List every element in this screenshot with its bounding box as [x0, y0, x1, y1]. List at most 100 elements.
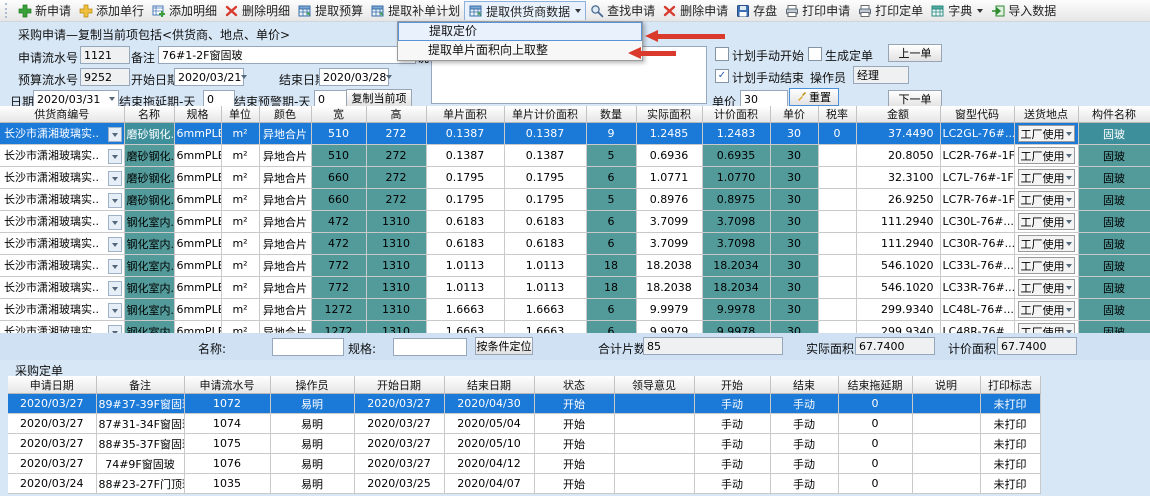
- column-header[interactable]: 宽: [311, 106, 367, 123]
- table-row[interactable]: 长沙市潇湘玻璃实..磨砂钢化..6mmPLE..m²异地合片5102720.13…: [0, 122, 1150, 145]
- gen-order-checkbox[interactable]: [808, 47, 822, 61]
- toolbar-button[interactable]: 删除明细: [221, 2, 294, 20]
- column-header[interactable]: 税率: [818, 106, 857, 123]
- locate-button[interactable]: 按条件定位: [475, 337, 533, 355]
- apply-no-input[interactable]: [80, 46, 130, 64]
- delivery-location-dropdown[interactable]: 工厂使用: [1017, 125, 1075, 142]
- table-row[interactable]: 长沙市潇湘玻璃实..钢化室内..6mmPLE..m²异地合片77213101.0…: [0, 276, 1150, 299]
- end-date-combo[interactable]: 2020/03/28: [319, 68, 393, 86]
- table-row[interactable]: 长沙市潇湘玻璃实..磨砂钢化..6mmPLE..m²异地合片6602720.17…: [0, 188, 1150, 211]
- column-header[interactable]: 领导意见: [614, 376, 695, 394]
- menu-item[interactable]: 提取单片面积向上取整: [428, 43, 549, 57]
- warn-input[interactable]: [314, 90, 348, 108]
- table-row[interactable]: 长沙市潇湘玻璃实..钢化室内..6mmPLE..m²异地合片47213100.6…: [0, 210, 1150, 233]
- supplier-dropdown[interactable]: [107, 127, 122, 142]
- column-header[interactable]: 结束日期: [444, 376, 535, 394]
- reset-button[interactable]: 重置: [789, 88, 839, 106]
- toolbar-button[interactable]: 新申请: [14, 2, 75, 20]
- toolbar-button[interactable]: 删除申请: [659, 2, 732, 20]
- supplier-dropdown[interactable]: [107, 237, 122, 252]
- toolbar-button[interactable]: 提取补单计划: [367, 2, 464, 20]
- table-row[interactable]: 2020/03/24 88#23-27F门顶玻 1035 易明 2020/03/25 20…: [8, 473, 1041, 494]
- column-header[interactable]: 名称: [124, 106, 175, 123]
- column-header[interactable]: 打印标志: [980, 376, 1041, 394]
- column-header[interactable]: 金额: [856, 106, 941, 123]
- delivery-location-dropdown[interactable]: 工厂使用: [1017, 213, 1075, 230]
- column-header[interactable]: 说明: [912, 376, 981, 394]
- table-row[interactable]: 2020/03/27 88#35-37F窗固玻 1075 易明 2020/03/27 20…: [8, 433, 1041, 454]
- column-header[interactable]: 构件名称: [1078, 106, 1150, 123]
- delivery-location-dropdown[interactable]: 工厂使用: [1017, 147, 1075, 164]
- column-header[interactable]: 状态: [534, 376, 615, 394]
- column-header[interactable]: 操作员: [270, 376, 355, 394]
- toolbar-button[interactable]: 字典: [927, 2, 987, 20]
- toolbar-button[interactable]: 提取预算: [294, 2, 367, 20]
- toolbar-button[interactable]: 打印申请: [781, 2, 854, 20]
- table-row[interactable]: 2020/03/27 74#9F窗固玻 1076 易明 2020/03/27 2020/0…: [8, 453, 1041, 474]
- menu-item[interactable]: 提取定价: [398, 22, 642, 41]
- table-row[interactable]: 长沙市潇湘玻璃实..钢化室内..6mmPLE..m²异地合片47213100.6…: [0, 232, 1150, 255]
- delivery-location-dropdown[interactable]: 工厂使用: [1017, 169, 1075, 186]
- column-header[interactable]: 备注: [96, 376, 185, 394]
- delivery-location-dropdown[interactable]: 工厂使用: [1017, 191, 1075, 208]
- table-row[interactable]: 2020/03/27 89#37-39F窗固玻 1072 易明 2020/03/27 20…: [8, 393, 1041, 414]
- manual-end-checkbox[interactable]: ✓: [715, 69, 729, 83]
- column-header[interactable]: 单位: [221, 106, 260, 123]
- supplier-dropdown[interactable]: [107, 215, 122, 230]
- operator-input[interactable]: [853, 66, 909, 84]
- column-header[interactable]: 计价面积: [702, 106, 771, 123]
- locate-name-input[interactable]: [272, 338, 344, 356]
- supplier-dropdown[interactable]: [107, 193, 122, 208]
- column-header[interactable]: 窗型代码: [940, 106, 1015, 123]
- delivery-location-dropdown[interactable]: 工厂使用: [1017, 235, 1075, 252]
- budget-no-input[interactable]: [80, 68, 130, 86]
- start-date-combo[interactable]: 2020/03/21: [174, 68, 248, 86]
- column-header[interactable]: 结束拖延期: [838, 376, 913, 394]
- locate-spec-input[interactable]: [393, 338, 467, 356]
- delivery-location-dropdown[interactable]: 工厂使用: [1017, 257, 1075, 274]
- column-header[interactable]: 颜色: [259, 106, 312, 123]
- toolbar-button[interactable]: 查找申请: [586, 2, 659, 20]
- column-header[interactable]: 高: [366, 106, 427, 123]
- supplier-dropdown[interactable]: [107, 149, 122, 164]
- column-header[interactable]: 申请流水号: [184, 376, 271, 394]
- column-header[interactable]: 规格: [174, 106, 222, 123]
- column-header[interactable]: 实际面积: [636, 106, 703, 123]
- column-header[interactable]: 开始: [694, 376, 771, 394]
- remark-input[interactable]: [158, 46, 416, 64]
- cell: 6: [586, 298, 637, 321]
- column-header[interactable]: 结束: [770, 376, 839, 394]
- prev-order-button[interactable]: 上一单: [888, 44, 942, 62]
- column-header[interactable]: 数量: [586, 106, 637, 123]
- table-row[interactable]: 长沙市潇湘玻璃实..钢化室内..6mmPLE..m²异地合片77213101.0…: [0, 254, 1150, 277]
- table-row[interactable]: 2020/03/27 87#31-34F窗固玻 1074 易明 2020/03/27 20…: [8, 413, 1041, 434]
- delivery-location-dropdown[interactable]: 工厂使用: [1017, 301, 1075, 318]
- table-row[interactable]: 长沙市潇湘玻璃实..钢化室内..6mmPLE..m²异地合片127213101.…: [0, 298, 1150, 321]
- column-header[interactable]: 单价: [770, 106, 819, 123]
- column-header[interactable]: 单片计价面积: [504, 106, 587, 123]
- toolbar-button[interactable]: 存盘: [732, 2, 781, 20]
- supplier-dropdown[interactable]: [107, 171, 122, 186]
- delay-input[interactable]: [203, 90, 235, 108]
- copy-current-button[interactable]: 复制当前项: [346, 89, 412, 107]
- end-date-value: 2020/03/28: [323, 70, 387, 84]
- table-row[interactable]: 长沙市潇湘玻璃实..磨砂钢化..6mmPLE..m²异地合片5102720.13…: [0, 144, 1150, 167]
- toolbar-button[interactable]: 打印定单: [854, 2, 927, 20]
- toolbar-grip[interactable]: [5, 3, 10, 18]
- toolbar-button[interactable]: 添加明细: [148, 2, 221, 20]
- table-row[interactable]: 长沙市潇湘玻璃实..磨砂钢化..6mmPLE..m²异地合片6602720.17…: [0, 166, 1150, 189]
- delivery-location-dropdown[interactable]: 工厂使用: [1017, 279, 1075, 296]
- column-header[interactable]: 开始日期: [354, 376, 445, 394]
- column-header[interactable]: 申请日期: [8, 376, 97, 394]
- cell: 手动: [770, 473, 839, 494]
- supplier-dropdown[interactable]: [107, 281, 122, 296]
- toolbar-button[interactable]: 提取供货商数据: [464, 1, 587, 20]
- supplier-dropdown[interactable]: [107, 259, 122, 274]
- column-header[interactable]: 供货商编号: [0, 106, 125, 123]
- toolbar-button[interactable]: 导入数据: [987, 2, 1060, 20]
- toolbar-button[interactable]: 添加单行: [75, 2, 148, 20]
- column-header[interactable]: 送货地点: [1014, 106, 1079, 123]
- supplier-dropdown[interactable]: [107, 303, 122, 318]
- column-header[interactable]: 单片面积: [426, 106, 505, 123]
- manual-start-checkbox[interactable]: [715, 47, 729, 61]
